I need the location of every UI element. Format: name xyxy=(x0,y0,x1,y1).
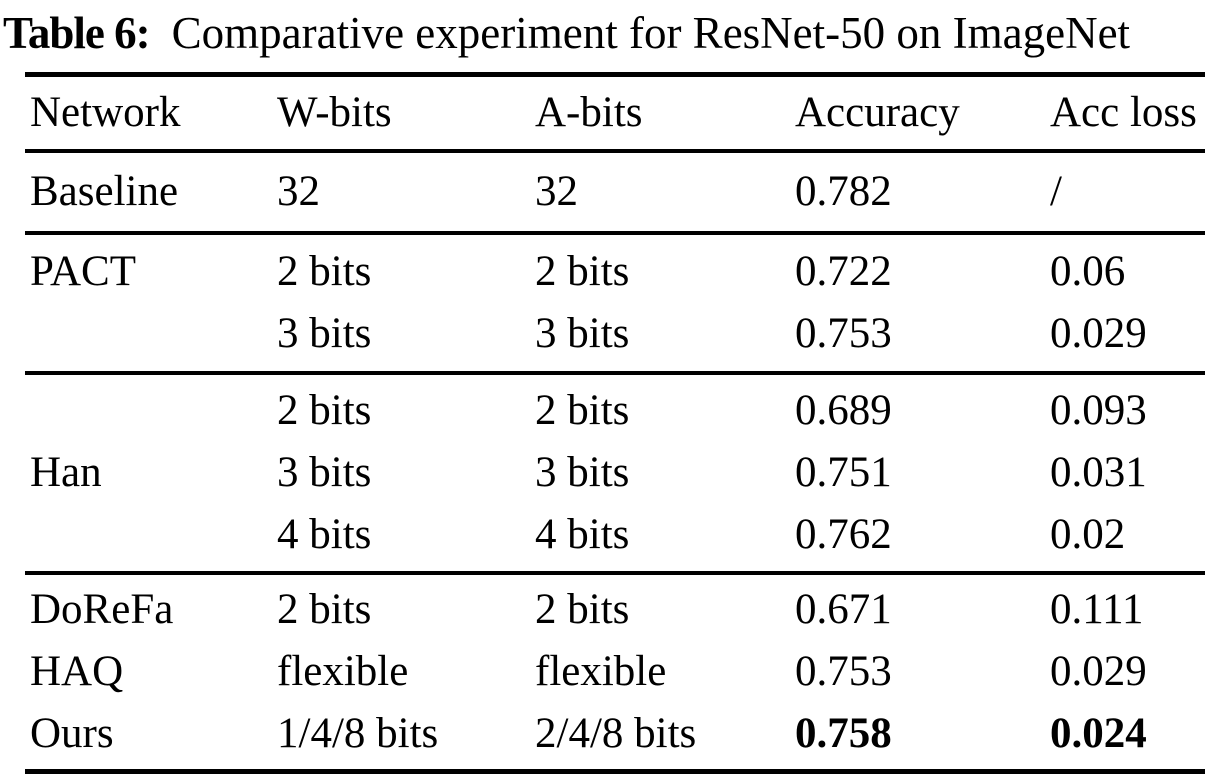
cell-acc-loss: 0.093 xyxy=(1050,387,1147,434)
cell-accuracy: 0.689 xyxy=(795,387,892,434)
cell-acc-loss: 0.02 xyxy=(1050,511,1126,558)
group-dorefa-haq-ours: DoReFa 2 bits 2 bits 0.671 0.111 HAQ fle… xyxy=(25,575,1205,769)
cell-a-bits: flexible xyxy=(535,648,667,695)
cell-acc-loss: 0.031 xyxy=(1050,449,1147,496)
cell-acc-loss: / xyxy=(1050,168,1062,215)
cell-a-bits: 3 bits xyxy=(535,449,630,496)
column-header-w-bits: W-bits xyxy=(277,89,392,136)
cell-network: Baseline xyxy=(30,168,179,215)
cell-w-bits: 2 bits xyxy=(277,586,372,633)
cell-accuracy: 0.671 xyxy=(795,586,892,633)
cell-w-bits: flexible xyxy=(277,648,409,695)
table-row: HAQ flexible flexible 0.753 0.029 xyxy=(25,641,1205,703)
cell-acc-loss: 0.111 xyxy=(1050,586,1144,633)
cell-acc-loss: 0.06 xyxy=(1050,248,1126,295)
cell-w-bits: 2 bits xyxy=(277,387,372,434)
cell-a-bits: 2/4/8 bits xyxy=(535,710,697,757)
table-row: DoReFa 2 bits 2 bits 0.671 0.111 xyxy=(25,579,1205,641)
cell-accuracy: 0.753 xyxy=(795,648,892,695)
cell-w-bits: 4 bits xyxy=(277,511,372,558)
column-header-accuracy: Accuracy xyxy=(795,89,960,136)
table-group-rule xyxy=(25,371,1205,375)
table-bottom-rule xyxy=(25,769,1205,774)
cell-network: Ours xyxy=(30,710,114,757)
table-caption-label: Table 6: xyxy=(3,8,151,58)
table-row: 2 bits 2 bits 0.689 0.093 xyxy=(25,380,1205,442)
cell-a-bits: 4 bits xyxy=(535,511,630,558)
results-table: Network W-bits A-bits Accuracy Acc loss … xyxy=(25,72,1205,774)
table-header-rule xyxy=(25,149,1205,153)
cell-network: HAQ xyxy=(30,648,124,695)
cell-a-bits: 2 bits xyxy=(535,248,630,295)
column-header-acc-loss: Acc loss xyxy=(1050,89,1197,136)
cell-w-bits: 1/4/8 bits xyxy=(277,710,439,757)
cell-accuracy-best: 0.758 xyxy=(795,710,892,757)
table-row: 4 bits 4 bits 0.762 0.02 xyxy=(25,504,1205,566)
column-header-a-bits: A-bits xyxy=(535,89,643,136)
table-group-rule xyxy=(25,571,1205,575)
cell-accuracy: 0.762 xyxy=(795,511,892,558)
table-caption-text: Comparative experiment for ResNet-50 on … xyxy=(171,8,1131,58)
cell-accuracy: 0.722 xyxy=(795,248,892,295)
group-pact: PACT 2 bits 2 bits 0.722 0.06 3 bits 3 b… xyxy=(25,235,1205,371)
cell-w-bits: 3 bits xyxy=(277,449,372,496)
cell-acc-loss-best: 0.024 xyxy=(1050,710,1147,757)
cell-accuracy: 0.782 xyxy=(795,168,892,215)
table-row: PACT 2 bits 2 bits 0.722 0.06 xyxy=(25,241,1205,303)
cell-w-bits: 32 xyxy=(277,168,320,215)
group-baseline: Baseline 32 32 0.782 / xyxy=(25,153,1205,231)
cell-acc-loss: 0.029 xyxy=(1050,648,1147,695)
cell-accuracy: 0.753 xyxy=(795,310,892,357)
cell-w-bits: 2 bits xyxy=(277,248,372,295)
cell-accuracy: 0.751 xyxy=(795,449,892,496)
cell-a-bits: 2 bits xyxy=(535,387,630,434)
paper-table-figure: Table 6: Comparative experiment for ResNe… xyxy=(0,4,1217,779)
cell-network: DoReFa xyxy=(30,586,174,633)
table-caption: Table 6: Comparative experiment for ResNe… xyxy=(3,4,1217,72)
cell-w-bits: 3 bits xyxy=(277,310,372,357)
table-top-rule xyxy=(25,72,1205,77)
cell-network: PACT xyxy=(30,248,136,295)
table-row: Han 3 bits 3 bits 0.751 0.031 xyxy=(25,442,1205,504)
table-row-ours: Ours 1/4/8 bits 2/4/8 bits 0.758 0.024 xyxy=(25,703,1205,765)
table-header-row: Network W-bits A-bits Accuracy Acc loss xyxy=(25,77,1205,149)
column-header-network: Network xyxy=(30,89,181,136)
group-han: 2 bits 2 bits 0.689 0.093 Han 3 bits 3 b… xyxy=(25,375,1205,571)
table-group-rule xyxy=(25,231,1205,235)
cell-a-bits: 2 bits xyxy=(535,586,630,633)
cell-a-bits: 32 xyxy=(535,168,578,215)
table-row: 3 bits 3 bits 0.753 0.029 xyxy=(25,303,1205,365)
table-row: Baseline 32 32 0.782 / xyxy=(25,161,1205,223)
cell-acc-loss: 0.029 xyxy=(1050,310,1147,357)
cell-network: Han xyxy=(30,449,102,496)
cell-a-bits: 3 bits xyxy=(535,310,630,357)
